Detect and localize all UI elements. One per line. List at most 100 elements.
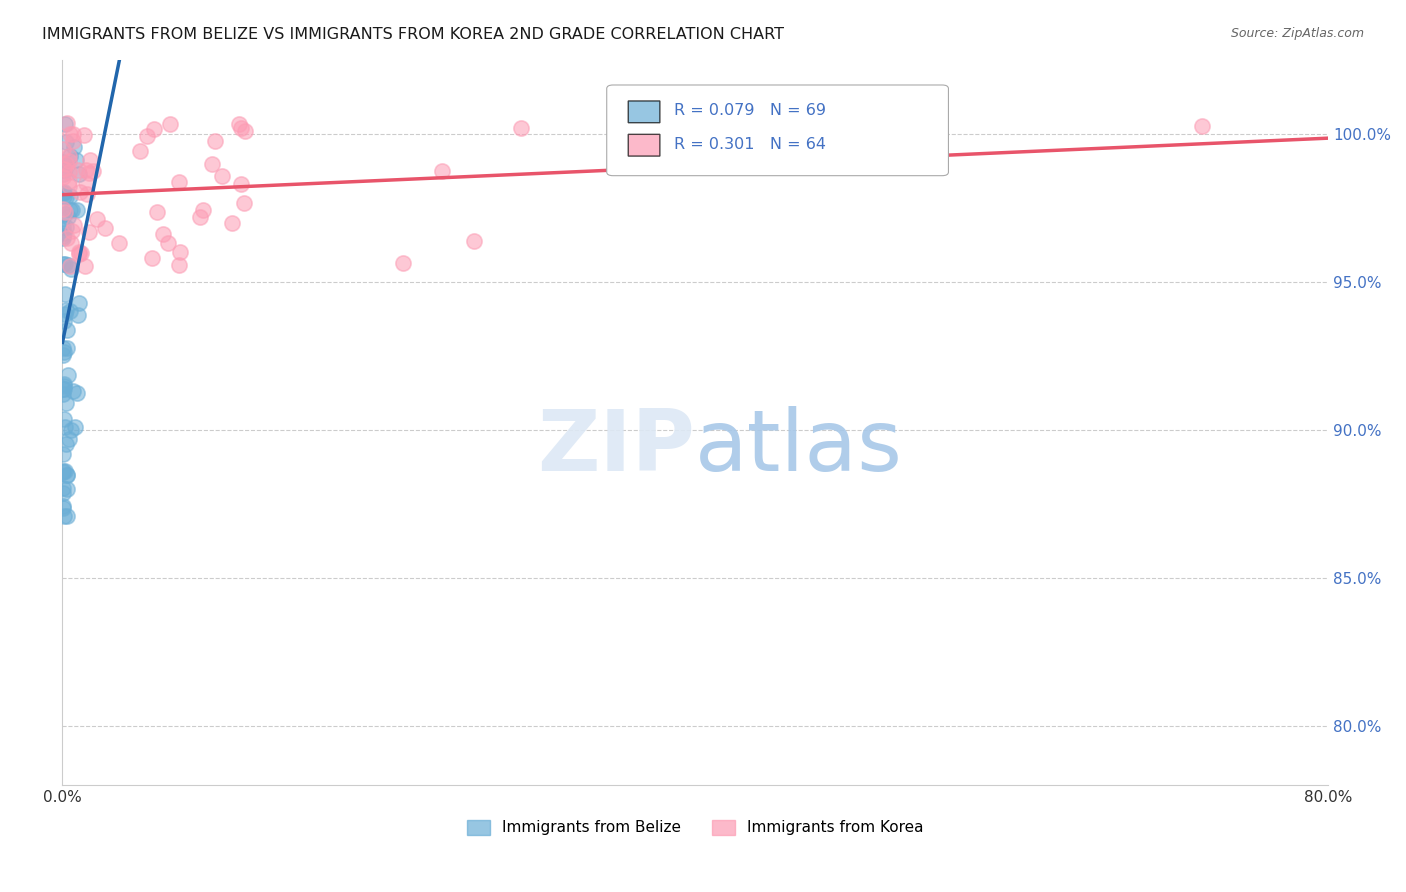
- Point: [59, 203, 82, 218]
- Point: [53, 464, 76, 478]
- Point: [60, 224, 83, 238]
- Point: [152, 227, 174, 241]
- Point: [53, 307, 76, 321]
- Point: [63, 420, 86, 434]
- Point: [53, 382, 76, 396]
- Point: [52, 341, 75, 355]
- Point: [53, 412, 76, 426]
- Point: [55, 135, 77, 149]
- Point: [52, 379, 75, 393]
- Point: [233, 196, 256, 211]
- Point: [65, 153, 87, 168]
- Point: [233, 124, 256, 138]
- Point: [228, 117, 250, 131]
- Point: [86, 211, 108, 226]
- Point: [56, 259, 79, 273]
- Point: [52, 501, 75, 516]
- Point: [53, 508, 76, 523]
- Point: [52, 168, 75, 182]
- Point: [58, 165, 80, 179]
- FancyBboxPatch shape: [607, 85, 949, 176]
- Point: [53, 376, 76, 391]
- Point: [204, 134, 226, 148]
- Point: [432, 164, 454, 178]
- Point: [53, 157, 76, 171]
- Point: [58, 189, 80, 203]
- Point: [67, 296, 90, 310]
- Point: [510, 120, 533, 135]
- Point: [58, 178, 80, 193]
- Point: [56, 509, 79, 524]
- Point: [391, 256, 413, 270]
- Point: [69, 186, 91, 200]
- Point: [55, 190, 77, 204]
- Point: [76, 186, 98, 201]
- FancyBboxPatch shape: [628, 135, 659, 156]
- Point: [191, 202, 214, 217]
- Point: [56, 482, 79, 496]
- Point: [136, 128, 159, 143]
- Point: [52, 220, 75, 235]
- Point: [141, 251, 163, 265]
- Point: [52, 229, 75, 244]
- Point: [52, 447, 75, 461]
- FancyBboxPatch shape: [628, 101, 659, 123]
- Point: [229, 178, 252, 192]
- Point: [56, 323, 79, 337]
- Point: [146, 205, 169, 219]
- Point: [79, 153, 101, 167]
- Point: [59, 235, 82, 250]
- Point: [58, 174, 80, 188]
- Point: [79, 166, 101, 180]
- Point: [169, 245, 191, 260]
- Point: [53, 257, 76, 271]
- Point: [58, 432, 80, 446]
- Point: [52, 465, 75, 479]
- Point: [55, 341, 77, 355]
- Point: [60, 203, 83, 218]
- Point: [211, 169, 233, 183]
- Point: [52, 170, 75, 185]
- Point: [55, 437, 77, 451]
- Point: [143, 122, 166, 136]
- Point: [157, 236, 180, 251]
- Point: [52, 257, 75, 271]
- Point: [69, 246, 91, 260]
- Point: [63, 140, 86, 154]
- Point: [75, 162, 97, 177]
- Point: [53, 163, 76, 178]
- Point: [52, 387, 75, 401]
- Point: [59, 127, 82, 141]
- Point: [52, 464, 75, 478]
- Point: [56, 467, 79, 482]
- Point: [56, 116, 79, 130]
- Point: [53, 207, 76, 221]
- Point: [56, 468, 79, 483]
- Point: [73, 259, 96, 273]
- Point: [53, 344, 76, 359]
- Point: [52, 188, 75, 202]
- Point: [59, 304, 82, 318]
- Point: [58, 154, 80, 169]
- Point: [52, 383, 75, 397]
- Point: [52, 314, 75, 328]
- Point: [167, 176, 190, 190]
- Point: [169, 258, 191, 272]
- Text: ZIP: ZIP: [537, 406, 696, 489]
- Point: [108, 236, 131, 251]
- Point: [77, 225, 100, 239]
- Point: [67, 247, 90, 261]
- Text: R = 0.301   N = 64: R = 0.301 N = 64: [673, 137, 825, 152]
- Point: [52, 347, 75, 361]
- Point: [52, 186, 75, 200]
- Point: [231, 121, 253, 136]
- Point: [55, 219, 77, 234]
- Text: atlas: atlas: [696, 406, 903, 489]
- Point: [52, 185, 75, 199]
- Point: [58, 368, 80, 383]
- Point: [63, 219, 86, 233]
- Point: [67, 163, 90, 178]
- Text: IMMIGRANTS FROM BELIZE VS IMMIGRANTS FROM KOREA 2ND GRADE CORRELATION CHART: IMMIGRANTS FROM BELIZE VS IMMIGRANTS FRO…: [42, 27, 785, 42]
- Point: [159, 117, 181, 131]
- Point: [221, 216, 243, 230]
